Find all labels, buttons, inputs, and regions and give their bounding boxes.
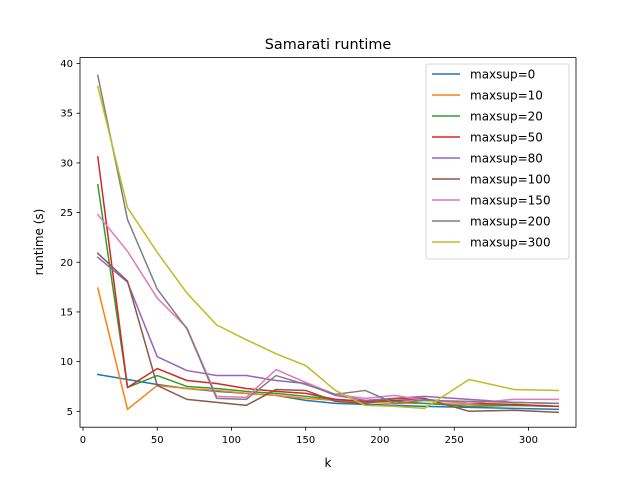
legend: maxsup=0 maxsup=10 maxsup=20 maxsup=50 maxsu…	[425, 63, 570, 260]
series-line-maxsup-10	[96, 287, 559, 411]
series-line-maxsup-300	[96, 85, 559, 410]
legend-label: maxsup=10	[470, 89, 543, 103]
y-axis-ticks: 5 10 15 20 25 30 35 40	[60, 59, 80, 418]
y-tick-label: 40	[60, 59, 73, 70]
series-line-maxsup-150	[96, 213, 559, 405]
x-tick-label: 100	[222, 435, 241, 446]
x-tick-label: 0	[80, 435, 86, 446]
y-tick-label: 35	[60, 109, 73, 120]
x-tick-label: 200	[370, 435, 389, 446]
legend-label: maxsup=20	[470, 110, 543, 124]
legend-label: maxsup=150	[470, 194, 551, 208]
legend-label: maxsup=0	[470, 68, 535, 82]
y-tick-label: 15	[60, 307, 73, 318]
legend-label: maxsup=200	[470, 215, 551, 229]
y-tick-label: 25	[60, 208, 73, 219]
legend-box	[425, 63, 570, 260]
plot-frame	[79, 57, 577, 428]
x-tick-label: 250	[445, 435, 464, 446]
x-tick-label: 300	[519, 435, 538, 446]
y-tick-label: 30	[60, 158, 73, 169]
y-tick-label: 5	[67, 407, 73, 418]
y-tick-label: 20	[60, 258, 73, 269]
legend-label: maxsup=100	[470, 173, 551, 187]
y-axis-label: runtime (s)	[32, 209, 46, 276]
legend-label: maxsup=50	[470, 131, 543, 145]
series-line-maxsup-20	[96, 183, 559, 408]
x-axis-label: k	[325, 456, 332, 470]
legend-label: maxsup=300	[470, 236, 551, 250]
series-line-maxsup-200	[96, 74, 559, 405]
chart-title: Samarati runtime	[265, 37, 392, 53]
series-line-maxsup-100	[96, 252, 559, 414]
x-tick-label: 50	[151, 435, 164, 446]
legend-label: maxsup=80	[470, 152, 543, 166]
y-tick-label: 10	[60, 357, 73, 368]
series-layer	[96, 74, 559, 414]
series-line-maxsup-80	[96, 256, 559, 405]
x-axis-ticks: 0 50 100 150 200 250 300	[80, 427, 538, 446]
x-tick-label: 150	[296, 435, 315, 446]
